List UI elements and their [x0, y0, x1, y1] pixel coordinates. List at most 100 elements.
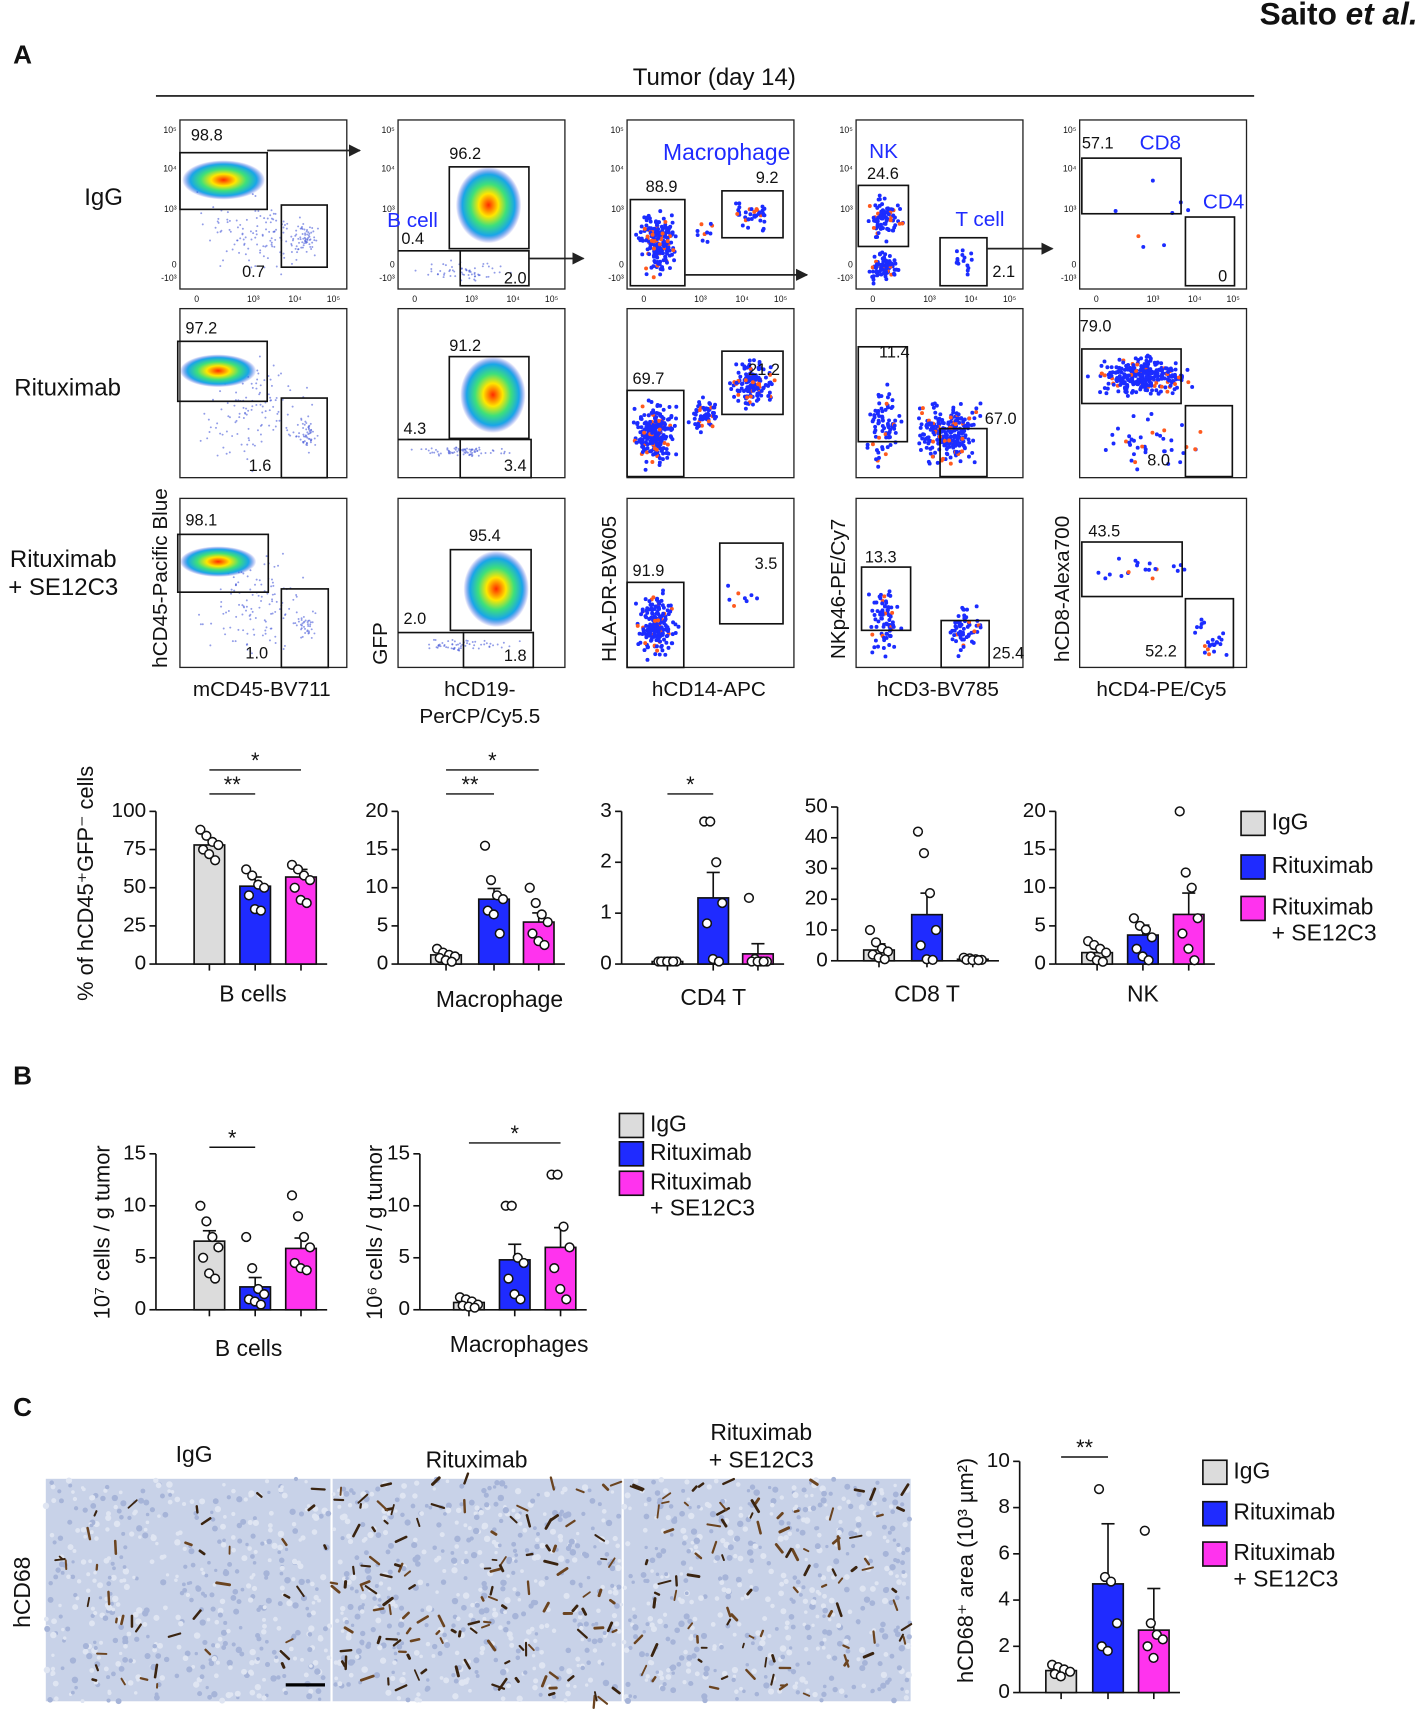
event-dot	[244, 411, 246, 414]
event-dot	[706, 419, 711, 424]
event-dot	[663, 652, 668, 657]
event-dot	[451, 638, 454, 641]
nucleus	[298, 1578, 305, 1586]
nucleus	[142, 1622, 148, 1627]
gate-frequency: 9.2	[756, 169, 779, 187]
event-dot	[1124, 439, 1128, 444]
event-dot	[304, 232, 307, 235]
nucleus	[466, 1659, 471, 1664]
event-dot	[745, 389, 750, 394]
nucleus	[838, 1519, 843, 1524]
event-dot	[948, 461, 953, 466]
cd68-stain	[457, 1630, 462, 1638]
event-dot	[880, 414, 885, 419]
nucleus	[119, 1555, 124, 1560]
nucleus	[726, 1554, 733, 1561]
event-dot	[648, 219, 653, 224]
event-dot	[1160, 367, 1165, 372]
event-dot	[313, 437, 316, 440]
event-dot	[960, 252, 965, 257]
event-dot	[249, 650, 252, 653]
event-dot	[1199, 617, 1204, 622]
nucleus	[828, 1491, 833, 1496]
event-dot	[285, 227, 288, 230]
event-dot	[962, 616, 967, 621]
nucleus	[587, 1637, 592, 1642]
nucleus	[98, 1596, 103, 1600]
nucleus	[312, 1659, 319, 1666]
cd68-stain	[902, 1636, 907, 1645]
cd68-stain	[409, 1637, 421, 1643]
nucleus	[104, 1484, 110, 1490]
nucleus	[159, 1493, 165, 1499]
event-dot	[261, 405, 264, 408]
event-dot	[876, 450, 881, 455]
nucleus	[134, 1576, 139, 1581]
event-dot	[631, 420, 636, 425]
nucleus	[870, 1688, 875, 1693]
nucleus	[182, 1655, 189, 1662]
nucleus	[292, 1528, 299, 1534]
cd68-stain	[527, 1643, 535, 1652]
y-tick-label: 10³	[382, 204, 395, 214]
event-dot	[476, 450, 479, 453]
nucleus	[497, 1494, 505, 1502]
event-dot	[882, 635, 886, 640]
event-dot	[1133, 373, 1138, 378]
nucleus	[632, 1624, 639, 1631]
nucleus	[731, 1666, 739, 1674]
plot-frame	[1079, 119, 1248, 290]
event-dot	[309, 625, 311, 628]
nucleus	[277, 1550, 282, 1555]
nucleus	[759, 1639, 766, 1647]
cd68-stain	[480, 1596, 485, 1602]
event-dot	[253, 633, 256, 636]
nucleus	[888, 1504, 894, 1509]
event-dot	[634, 601, 638, 606]
event-dot	[747, 362, 752, 367]
data-point	[1139, 1525, 1150, 1536]
event-dot	[967, 416, 972, 421]
event-dot	[312, 230, 315, 233]
event-dot	[1154, 373, 1159, 378]
event-dot	[255, 229, 258, 232]
event-dot	[456, 649, 459, 651]
nucleus	[355, 1648, 362, 1655]
nucleus	[688, 1635, 694, 1641]
event-dot	[951, 444, 955, 449]
event-dot	[471, 451, 474, 454]
event-dot	[666, 645, 671, 650]
data-point	[1111, 1618, 1123, 1629]
event-dot	[1185, 367, 1190, 372]
nucleus	[882, 1550, 889, 1557]
nucleus	[565, 1690, 571, 1697]
nucleus	[902, 1521, 908, 1528]
nucleus	[498, 1625, 503, 1630]
event-dot	[307, 630, 310, 633]
nucleus	[532, 1526, 537, 1531]
nucleus	[831, 1655, 838, 1661]
gate-frequency: 57.1	[1082, 134, 1114, 152]
event-dot	[918, 425, 923, 430]
nucleus	[896, 1579, 902, 1585]
cd68-stain	[343, 1626, 354, 1634]
nucleus	[207, 1560, 211, 1565]
nucleus	[585, 1683, 589, 1687]
nucleus	[310, 1610, 316, 1616]
nucleus	[452, 1693, 459, 1700]
event-dot	[306, 233, 309, 236]
event-dot	[266, 257, 269, 260]
event-dot	[888, 443, 893, 447]
nucleus	[811, 1623, 815, 1628]
event-dot	[669, 426, 674, 431]
y-tick-label: 10	[987, 1449, 1010, 1472]
event-dot	[642, 648, 647, 653]
event-dot	[263, 619, 266, 622]
nucleus	[799, 1676, 806, 1683]
gate-frequency: 67.0	[985, 410, 1017, 428]
nucleus	[72, 1496, 78, 1502]
nucleus	[291, 1558, 298, 1565]
nucleus	[138, 1497, 145, 1504]
event-dot	[451, 452, 454, 455]
nucleus	[354, 1613, 361, 1620]
